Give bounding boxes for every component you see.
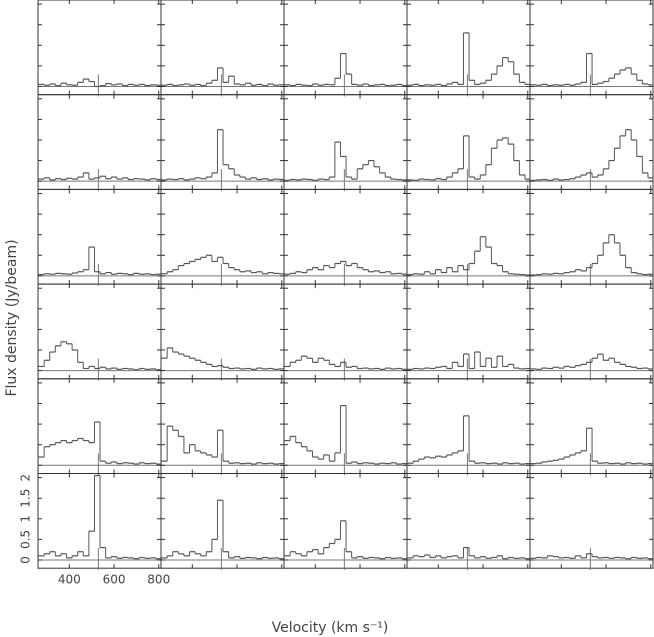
x-tick-label: 600 xyxy=(103,573,126,587)
x-tick-label: 400 xyxy=(58,573,81,587)
panel-frame xyxy=(160,188,285,285)
panel-frame xyxy=(37,0,162,96)
panel-frame xyxy=(283,0,408,96)
panel-frame xyxy=(37,378,162,474)
y-tick-label: 2 xyxy=(19,474,33,482)
panel-frame xyxy=(529,283,654,380)
panel-frame xyxy=(529,473,654,569)
panel-frame xyxy=(160,94,285,190)
panel-frame xyxy=(529,94,654,190)
panel-frame xyxy=(37,473,162,569)
panel-frame xyxy=(406,0,531,96)
panel-frame xyxy=(37,283,162,380)
panel-frame xyxy=(160,378,285,474)
panel-frame xyxy=(406,473,531,569)
panel-frame xyxy=(529,188,654,285)
panel-frame xyxy=(160,283,285,380)
panel-frame xyxy=(406,378,531,474)
panel-frame xyxy=(283,94,408,190)
panel-frame xyxy=(529,378,654,474)
panel-frame xyxy=(283,283,408,380)
x-tick-label: 800 xyxy=(147,573,170,587)
y-tick-label: 0 xyxy=(19,556,33,564)
panel-frame xyxy=(406,94,531,190)
panel-frame xyxy=(37,188,162,285)
y-axis-label: Flux density (Jy/beam) xyxy=(4,239,20,396)
panel-frame xyxy=(529,0,654,96)
x-axis-label: Velocity (km s⁻¹) xyxy=(272,620,389,636)
panel-frame xyxy=(283,378,408,474)
y-tick-label: 0.5 xyxy=(19,530,33,549)
panel-frame xyxy=(283,188,408,285)
panel-frame xyxy=(160,0,285,96)
y-tick-label: 1 xyxy=(19,515,33,523)
panel-frame xyxy=(37,94,162,190)
y-tick-label: 1.5 xyxy=(19,489,33,508)
